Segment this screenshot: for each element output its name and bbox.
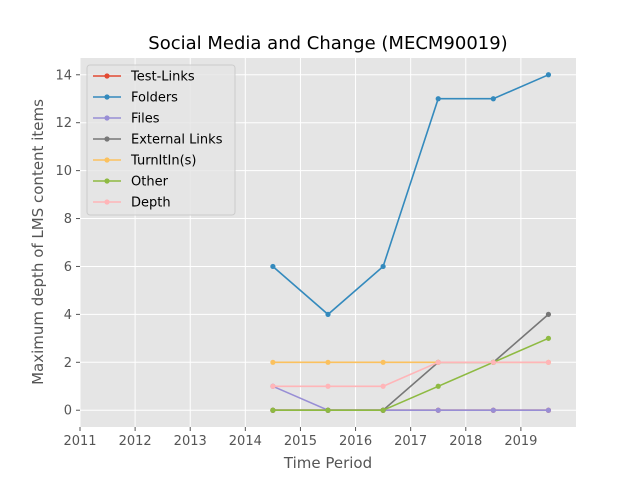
legend-label: Other [131,175,169,190]
series-line [272,74,549,316]
legend-entry: External Links [93,133,223,148]
legend-label: External Links [131,133,223,148]
legend-entry: Folders [93,91,178,106]
data-point [545,407,552,413]
data-point [325,407,331,413]
series-lines [270,72,552,413]
y-tick-label: 8 [64,212,72,227]
legend-marker [104,157,110,163]
data-point [270,359,276,365]
legend-label: Test-Links [130,70,195,85]
legend-box [86,64,236,216]
legend-label: Folders [131,91,178,106]
legend-marker [104,178,110,184]
data-point [545,335,552,341]
x-tick-label: 2016 [339,434,372,449]
data-point [380,359,386,365]
axis-ticks: 2011 2012 2013 2014 2015 2016 2017 2018 2019 0 2 4 6… [55,68,537,449]
data-point [325,359,331,365]
x-tick-label: 2015 [284,434,317,449]
data-point [490,359,496,365]
legend-marker [104,94,110,100]
y-tick-label: 2 [64,356,72,371]
data-point [270,263,276,270]
data-point [435,96,441,102]
data-point [380,383,386,389]
x-tick-label: 2012 [119,434,152,449]
series-line [272,337,549,412]
y-tick-label: 0 [64,404,72,419]
x-axis-label: Time Period [283,454,372,472]
legend-marker [104,136,110,142]
series-line [272,361,549,388]
legend-entry: TurnItIn(s) [93,154,196,169]
legend-entry: Test-Links [93,70,195,85]
legend-label: Depth [131,196,171,211]
legend-entry: Files [93,112,160,127]
series-depth [270,359,552,389]
data-point [270,407,276,413]
data-point [380,263,386,270]
series-folders [270,72,552,317]
y-axis-label: Maximum depth of LMS content items [29,99,47,385]
data-point [325,311,331,317]
y-tick-label: 12 [55,116,72,131]
data-point [490,407,496,413]
y-tick-label: 6 [64,260,72,275]
x-tick-label: 2019 [504,434,537,449]
chart-title: Social Media and Change (MECM90019) [148,33,507,54]
data-point [435,407,441,413]
legend-label: TurnItIn(s) [130,154,196,169]
data-point [435,383,441,389]
data-point [325,383,331,389]
legend-marker [104,199,110,205]
x-tick-label: 2013 [174,434,207,449]
data-point [545,359,552,365]
y-tick-label: 14 [55,68,72,83]
data-point [545,72,552,78]
data-point [490,96,496,102]
legend-label: Files [131,112,160,127]
x-tick-label: 2011 [63,434,96,449]
legend-marker [104,115,110,121]
x-tick-label: 2014 [229,434,262,449]
data-point [435,359,441,365]
x-tick-label: 2018 [449,434,482,449]
legend-entry: Other [93,175,169,190]
data-point [545,311,552,317]
y-tick-label: 4 [64,308,72,323]
legend: Test-Links Folders Files External Links Turn… [86,64,236,216]
legend-entry: Depth [93,196,171,211]
data-point [270,383,276,389]
data-point [380,407,386,413]
y-tick-label: 10 [55,164,72,179]
x-tick-label: 2017 [394,434,427,449]
legend-marker [104,73,110,79]
series-line [272,385,549,412]
